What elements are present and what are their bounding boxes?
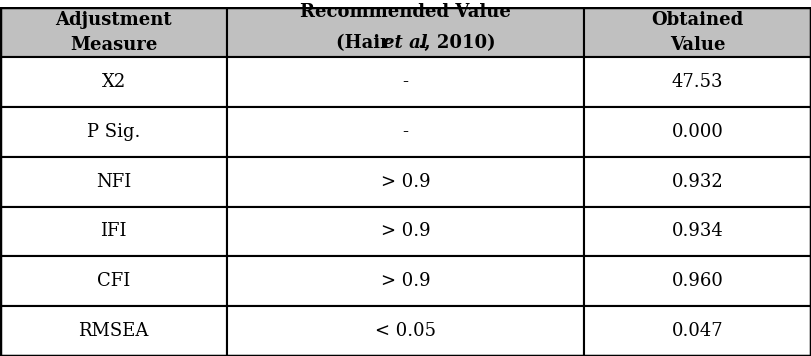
Text: P Sig.: P Sig.	[87, 123, 140, 141]
Bar	[584, 57, 811, 107]
Text: > 0.9: > 0.9	[380, 173, 431, 190]
Text: Recommended Value: Recommended Value	[300, 3, 511, 21]
Bar	[0, 256, 227, 306]
Bar	[227, 306, 584, 356]
Text: -: -	[402, 73, 409, 91]
Bar	[584, 206, 811, 256]
Bar	[0, 306, 227, 356]
Bar	[0, 157, 227, 206]
Text: ., 2010): ., 2010)	[418, 34, 496, 52]
Bar	[227, 157, 584, 206]
Bar	[0, 206, 227, 256]
Text: > 0.9: > 0.9	[380, 222, 431, 240]
Text: -: -	[402, 123, 409, 141]
Text: Obtained
Value: Obtained Value	[651, 11, 744, 54]
Bar	[0, 57, 227, 107]
Text: < 0.05: < 0.05	[375, 322, 436, 340]
Text: Adjustment
Measure: Adjustment Measure	[55, 11, 172, 54]
Text: 47.53: 47.53	[672, 73, 723, 91]
Text: IFI: IFI	[101, 222, 127, 240]
Text: 0.934: 0.934	[672, 222, 723, 240]
Text: (Hair: (Hair	[336, 34, 396, 52]
Bar	[227, 107, 584, 157]
Bar	[227, 57, 584, 107]
Bar	[0, 107, 227, 157]
Bar	[227, 7, 584, 57]
Bar	[584, 157, 811, 206]
Bar	[227, 206, 584, 256]
Text: CFI: CFI	[97, 272, 130, 290]
Bar	[0, 7, 227, 57]
Text: X2: X2	[101, 73, 126, 91]
Text: 0.932: 0.932	[672, 173, 723, 190]
Text: RMSEA: RMSEA	[79, 322, 148, 340]
Bar	[584, 306, 811, 356]
Text: 0.960: 0.960	[672, 272, 723, 290]
Text: > 0.9: > 0.9	[380, 272, 431, 290]
Text: 0.047: 0.047	[672, 322, 723, 340]
Text: NFI: NFI	[96, 173, 131, 190]
Text: et al: et al	[383, 34, 427, 52]
Bar	[584, 256, 811, 306]
Bar	[584, 7, 811, 57]
Bar	[584, 107, 811, 157]
Bar	[227, 256, 584, 306]
Text: 0.000: 0.000	[672, 123, 723, 141]
